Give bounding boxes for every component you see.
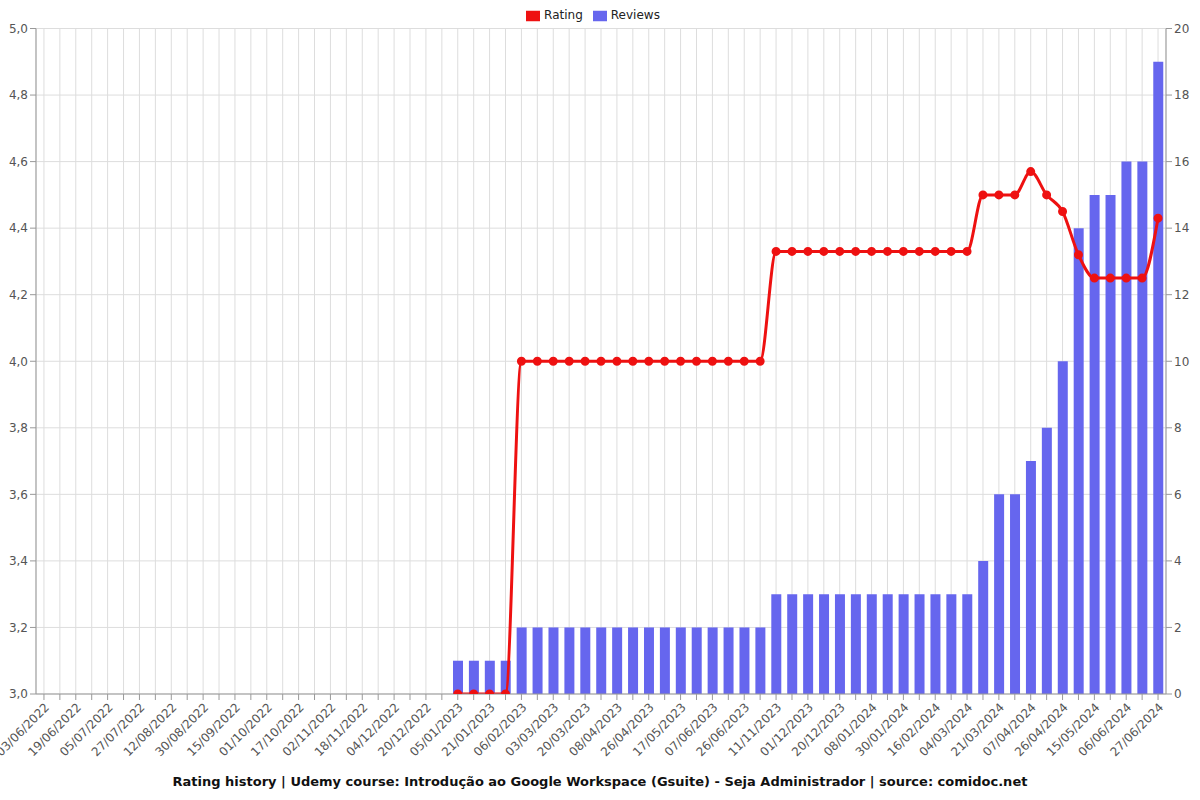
svg-text:17/10/2022: 17/10/2022: [247, 700, 307, 760]
svg-text:3,4: 3,4: [9, 554, 28, 568]
svg-text:4,8: 4,8: [9, 88, 28, 102]
svg-text:10: 10: [1174, 355, 1189, 369]
html-text:Reviews: Reviews: [610, 8, 660, 22]
svg-text:3,2: 3,2: [9, 621, 28, 635]
svg-text:05/07/2022: 05/07/2022: [57, 700, 116, 760]
svg-text:8: 8: [1174, 421, 1182, 435]
svg-text:07/04/2024: 07/04/2024: [980, 700, 1039, 760]
svg-text:16/02/2024: 16/02/2024: [884, 700, 944, 760]
svg-text:20/12/2023: 20/12/2023: [789, 700, 848, 760]
svg-text:07/06/2023: 07/06/2023: [661, 700, 721, 760]
svg-text:04/03/2024: 04/03/2024: [916, 700, 976, 760]
svg-text:19/06/2022: 19/06/2022: [25, 700, 84, 760]
svg-text:15/05/2024: 15/05/2024: [1043, 700, 1103, 760]
svg-text:27/07/2022: 27/07/2022: [88, 700, 148, 760]
svg-text:20: 20: [1174, 22, 1189, 36]
svg-text:06/06/2024: 06/06/2024: [1075, 700, 1135, 760]
svg-text:2: 2: [1174, 621, 1182, 635]
svg-text:4,0: 4,0: [9, 355, 28, 369]
svg-text:27/06/2024: 27/06/2024: [1107, 700, 1166, 759]
svg-text:18: 18: [1174, 88, 1189, 102]
svg-text:3,8: 3,8: [9, 421, 28, 435]
svg-text:08/04/2023: 08/04/2023: [566, 700, 626, 760]
svg-text:26/04/2023: 26/04/2023: [598, 700, 657, 760]
svg-text:03/03/2023: 03/03/2023: [502, 700, 562, 760]
svg-text:04/12/2022: 04/12/2022: [343, 700, 403, 760]
svg-text:21/03/2024: 21/03/2024: [948, 700, 1007, 760]
svg-text:5,0: 5,0: [9, 22, 28, 36]
svg-text:06/02/2023: 06/02/2023: [470, 700, 530, 760]
svg-text:30/01/2024: 30/01/2024: [852, 700, 912, 760]
svg-text:26/06/2023: 26/06/2023: [693, 700, 753, 760]
html-text:Rating: Rating: [544, 8, 583, 22]
svg-text:08/01/2024: 08/01/2024: [820, 700, 880, 760]
svg-text:18/11/2022: 18/11/2022: [311, 700, 371, 760]
svg-text:3,6: 3,6: [9, 488, 28, 502]
svg-text:20/03/2023: 20/03/2023: [534, 700, 594, 760]
svg-text:01/10/2022: 01/10/2022: [216, 700, 275, 760]
svg-text:4,4: 4,4: [9, 221, 28, 235]
svg-text:0: 0: [1174, 687, 1182, 701]
svg-text:20/12/2022: 20/12/2022: [375, 700, 435, 760]
svg-text:12/08/2022: 12/08/2022: [120, 700, 180, 760]
svg-text:4: 4: [1174, 554, 1182, 568]
svg-text:17/05/2023: 17/05/2023: [629, 700, 689, 760]
svg-text:30/08/2022: 30/08/2022: [152, 700, 212, 760]
svg-text:01/12/2023: 01/12/2023: [757, 700, 816, 760]
svg-text:12: 12: [1174, 288, 1189, 302]
svg-text:11/11/2023: 11/11/2023: [725, 700, 785, 760]
svg-text:05/01/2023: 05/01/2023: [407, 700, 466, 760]
svg-text:26/04/2024: 26/04/2024: [1011, 700, 1071, 760]
svg-text:6: 6: [1174, 488, 1182, 502]
svg-text:02/11/2022: 02/11/2022: [279, 700, 339, 760]
svg-text:4,2: 4,2: [9, 288, 28, 302]
svg-text:16: 16: [1174, 155, 1189, 169]
html-text:Rating history | Udemy course:: Rating history | Udemy course: Introduçã…: [172, 774, 1028, 789]
svg-text:3,0: 3,0: [9, 687, 28, 701]
svg-text:14: 14: [1174, 221, 1189, 235]
svg-text:21/01/2023: 21/01/2023: [438, 700, 498, 760]
svg-text:15/09/2022: 15/09/2022: [184, 700, 244, 760]
svg-text:4,6: 4,6: [9, 155, 28, 169]
